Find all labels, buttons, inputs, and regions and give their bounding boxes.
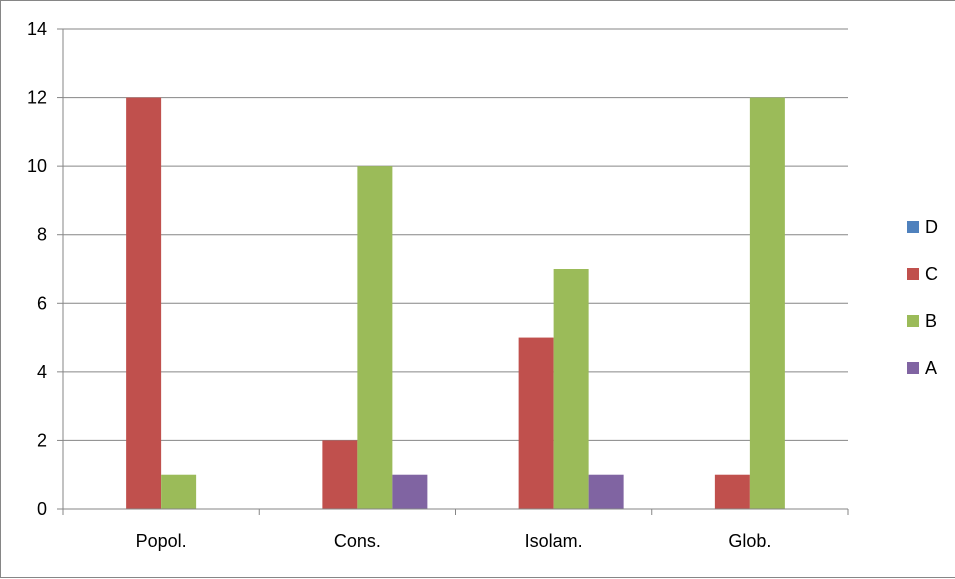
legend-label-a: A xyxy=(925,358,937,378)
y-tick-label-6: 6 xyxy=(37,293,47,313)
bar-C-glob xyxy=(714,474,750,509)
axes: 0 2 4 6 8 10 12 14 Popol. Cons. Isolam. Glob. xyxy=(27,19,849,551)
bar-A-cons xyxy=(392,474,428,509)
bar-B-isolam xyxy=(553,269,589,509)
y-tick-label-4: 4 xyxy=(37,362,47,382)
bar-A-isolam xyxy=(588,474,624,509)
y-tick-label-12: 12 xyxy=(27,88,47,108)
legend-swatch-c xyxy=(907,268,919,280)
legend-swatch-d xyxy=(907,221,919,233)
legend-swatch-a xyxy=(907,362,919,374)
y-tick-label-8: 8 xyxy=(37,225,47,245)
y-tick-label-14: 14 xyxy=(27,19,47,39)
x-tick-label-glob: Glob. xyxy=(728,531,771,551)
bar-C-popol xyxy=(126,97,162,510)
gridlines xyxy=(63,28,848,441)
y-tick-label-2: 2 xyxy=(37,430,47,450)
bar-C-cons xyxy=(322,440,358,509)
x-tick-label-cons: Cons. xyxy=(334,531,381,551)
bars xyxy=(126,97,785,510)
y-tick-label-10: 10 xyxy=(27,156,47,176)
bar-B-cons xyxy=(357,166,393,509)
bar-B-popol xyxy=(161,474,197,509)
legend-label-c: C xyxy=(925,264,938,284)
x-tick-label-popol: Popol. xyxy=(136,531,187,551)
y-tick-label-0: 0 xyxy=(37,499,47,519)
x-tick-label-isolam: Isolam. xyxy=(525,531,583,551)
legend-label-b: B xyxy=(925,311,937,331)
bar-B-glob xyxy=(749,97,785,510)
legend-label-d: D xyxy=(925,217,938,237)
legend-swatch-b xyxy=(907,315,919,327)
legend: D C B A xyxy=(907,217,938,378)
bar-C-isolam xyxy=(518,337,554,509)
